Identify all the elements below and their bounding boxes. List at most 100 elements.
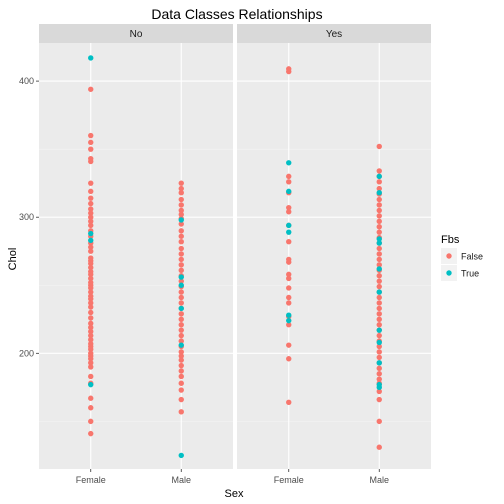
data-point-false [178,322,184,328]
data-point-false [376,311,382,317]
data-point-false [88,285,94,291]
data-point-false [178,256,184,263]
data-point-true [376,240,382,246]
facet-panels: No Yes [39,24,431,469]
data-point-false [376,444,382,450]
data-point-false [178,233,184,239]
data-point-false [178,311,184,317]
data-point-true [178,217,184,223]
chart-title: Data Classes Relationships [151,6,322,22]
data-point-false [376,218,382,224]
legend-key-false [446,253,452,259]
data-point-true [376,266,382,272]
data-point-true [376,360,382,366]
data-point-false [88,315,94,321]
data-point-false [178,196,184,203]
data-point-false [286,285,292,291]
data-point-false [88,218,94,224]
data-point-false [88,180,94,186]
data-point-true [178,342,184,348]
data-point-false [178,368,184,374]
data-point-false [178,185,184,192]
data-point-false [178,228,184,234]
facet-strip [39,24,233,43]
data-point-false [178,349,184,355]
data-point-false [88,275,94,282]
data-point-true [376,384,382,391]
data-point-false [376,332,382,339]
data-point-true [88,55,94,61]
x-tick-label: Female [76,475,106,485]
data-point-false [376,273,382,279]
facet-strip [237,24,431,43]
data-point-false [178,267,184,273]
data-point-false [88,346,94,352]
data-point-false [376,213,382,219]
data-point-false [88,158,94,165]
data-point-false [376,283,382,290]
data-point-false [178,338,184,344]
data-point-false [88,364,94,370]
data-point-false [286,300,292,306]
data-point-false [88,244,94,250]
data-point-false [376,322,382,328]
panel-background [39,43,233,469]
data-point-false [178,289,184,295]
legend-entry-label: True [461,269,479,279]
data-point-true [376,190,382,196]
data-point-false [88,324,94,331]
data-point-false [376,396,382,403]
data-point-false [88,195,94,201]
data-point-false [376,202,382,208]
data-point-true [376,289,382,295]
y-axis: 200 300 400 [19,76,39,358]
data-point-false [178,396,184,403]
y-tick-label: 300 [19,212,34,222]
data-point-true [286,312,292,318]
data-point-false [178,245,184,252]
data-point-false [88,332,94,339]
data-point-false [178,202,184,208]
data-point-false [88,356,94,362]
data-point-false [178,353,184,359]
data-point-true [286,317,292,324]
panel-background [237,43,431,469]
data-point-false [178,207,184,214]
data-point-false [178,362,184,369]
data-point-false [88,337,94,343]
data-point-false [376,229,382,235]
data-point-false [376,185,382,192]
x-tick-label: Male [172,475,192,485]
data-point-true [376,339,382,346]
data-point-false [88,309,94,316]
data-point-false [88,214,94,220]
data-point-false [88,139,94,146]
data-point-false [376,316,382,322]
data-point-false [376,418,382,425]
data-point-false [286,271,292,278]
data-point-false [286,399,292,406]
data-point-false [178,278,184,284]
y-axis-label: Chol [7,248,19,271]
data-point-false [178,409,184,415]
data-point-false [178,239,184,245]
data-point-false [88,222,94,229]
data-point-false [286,275,292,282]
facet-strip-label: Yes [326,29,342,40]
data-point-false [376,224,382,230]
data-point-false [88,248,94,254]
data-point-false [286,342,292,348]
data-point-false [178,357,184,363]
data-point-false [376,143,382,150]
data-point-true [376,236,382,242]
data-point-false [178,221,184,227]
data-point-false [88,395,94,401]
data-point-false [88,373,94,380]
data-point-false [88,271,94,278]
data-point-false [376,349,382,355]
data-point-false [376,343,382,350]
data-point-false [178,380,184,386]
data-point-false [376,388,382,395]
data-point-false [376,371,382,377]
data-point-false [88,260,94,267]
